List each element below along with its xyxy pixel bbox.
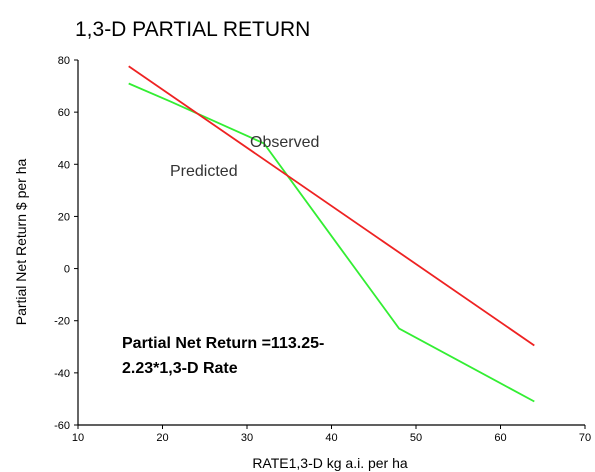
series-group bbox=[128, 65, 535, 403]
y-tick-label: 20 bbox=[58, 211, 70, 223]
x-axis-label: RATE1,3-D kg a.i. per ha bbox=[252, 455, 408, 471]
series-line-observed bbox=[128, 82, 535, 403]
series-line-predicted bbox=[128, 65, 535, 347]
y-tick-label: 40 bbox=[58, 159, 70, 171]
y-tick-label: 80 bbox=[58, 55, 70, 67]
y-tick-label: -20 bbox=[54, 316, 70, 328]
y-tick-label: -40 bbox=[54, 368, 70, 380]
series-label-observed: Observed bbox=[250, 134, 319, 151]
y-tick-label: -60 bbox=[54, 420, 70, 432]
y-tick-label: 0 bbox=[64, 264, 70, 276]
x-tick-label: 40 bbox=[325, 432, 337, 444]
x-tick-label: 30 bbox=[241, 432, 253, 444]
x-tick-label: 70 bbox=[579, 432, 591, 444]
y-axis-label: Partial Net Return $ per ha bbox=[13, 159, 29, 326]
equation-line-2: 2.23*1,3-D Rate bbox=[122, 360, 238, 377]
y-tick-label: 60 bbox=[58, 107, 70, 119]
x-tick-label: 10 bbox=[72, 432, 84, 444]
ticks: -60 -40 -20 0 20 40 60 80 10 20 30 40 50 60 70 bbox=[54, 55, 591, 444]
x-tick-label: 60 bbox=[494, 432, 506, 444]
x-tick-label: 50 bbox=[410, 432, 422, 444]
chart-title: 1,3-D PARTIAL RETURN bbox=[75, 18, 310, 41]
series-label-predicted: Predicted bbox=[170, 163, 238, 180]
x-tick-label: 20 bbox=[156, 432, 168, 444]
equation-line-1: Partial Net Return =113.25- bbox=[122, 335, 324, 352]
